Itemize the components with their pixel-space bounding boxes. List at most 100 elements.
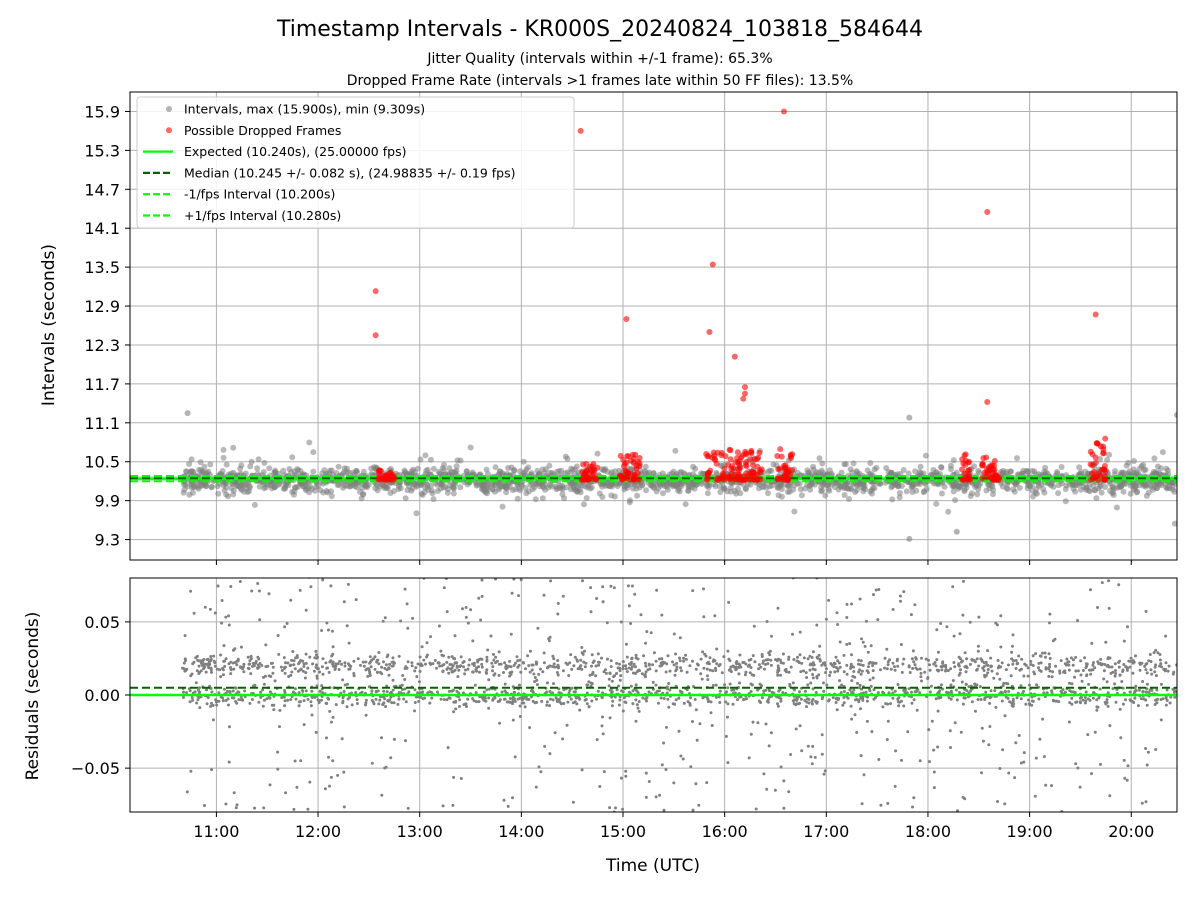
residual-point bbox=[546, 681, 549, 684]
residual-point bbox=[554, 731, 557, 734]
interval-point bbox=[1163, 484, 1169, 490]
residual-point bbox=[595, 597, 598, 600]
residual-point bbox=[262, 806, 265, 809]
y-tick-label: 14.7 bbox=[84, 180, 120, 199]
residual-point bbox=[332, 661, 335, 664]
residual-point bbox=[852, 670, 855, 673]
residual-point bbox=[376, 671, 379, 674]
residual-point bbox=[920, 672, 923, 675]
residual-point bbox=[487, 697, 490, 700]
dropped-frame-point bbox=[1093, 455, 1099, 461]
residual-point bbox=[679, 659, 682, 662]
residual-point bbox=[302, 665, 305, 668]
residual-point bbox=[1155, 674, 1158, 677]
residual-point bbox=[449, 663, 452, 666]
residual-point bbox=[549, 698, 552, 701]
residual-point bbox=[934, 661, 937, 664]
residual-point bbox=[761, 662, 764, 665]
y-tick-label: 11.7 bbox=[84, 375, 120, 394]
residual-point bbox=[214, 698, 217, 701]
residual-point bbox=[1089, 673, 1092, 676]
residual-point bbox=[522, 702, 525, 705]
residual-point bbox=[419, 670, 422, 673]
residual-point bbox=[1027, 666, 1030, 669]
residual-point bbox=[1145, 610, 1148, 613]
residual-point bbox=[1054, 700, 1057, 703]
residual-point bbox=[999, 646, 1002, 649]
residual-point bbox=[589, 586, 592, 589]
residual-point bbox=[611, 700, 614, 703]
residual-point bbox=[1150, 673, 1153, 676]
residual-point bbox=[796, 656, 799, 659]
residual-point bbox=[940, 683, 943, 686]
residual-point bbox=[396, 703, 399, 706]
dropped-frame-point bbox=[376, 475, 382, 481]
residual-point bbox=[332, 716, 335, 719]
interval-point bbox=[181, 490, 187, 496]
residual-point bbox=[229, 666, 232, 669]
residual-point bbox=[1024, 703, 1027, 706]
residual-point bbox=[210, 702, 213, 705]
residual-point bbox=[885, 648, 888, 651]
residual-point bbox=[726, 650, 729, 653]
residual-point bbox=[430, 691, 433, 694]
residual-point bbox=[536, 683, 539, 686]
residual-point bbox=[1113, 682, 1116, 685]
residual-point bbox=[892, 662, 895, 665]
residual-point bbox=[1004, 714, 1007, 717]
residual-point bbox=[325, 702, 328, 705]
interval-point bbox=[511, 467, 517, 473]
residual-point bbox=[1007, 664, 1010, 667]
residual-point bbox=[219, 654, 222, 657]
residual-point bbox=[840, 691, 843, 694]
residual-point bbox=[1106, 698, 1109, 701]
interval-point bbox=[289, 454, 295, 460]
residual-point bbox=[364, 661, 367, 664]
residual-point bbox=[540, 700, 543, 703]
residual-point bbox=[331, 759, 334, 762]
residual-point bbox=[850, 653, 853, 656]
residual-point bbox=[877, 758, 880, 761]
residual-point bbox=[631, 657, 634, 660]
interval-point bbox=[872, 466, 878, 472]
interval-point bbox=[403, 495, 409, 501]
residual-point bbox=[1043, 755, 1046, 758]
residual-point bbox=[306, 808, 309, 811]
residual-point bbox=[1162, 668, 1165, 671]
interval-point bbox=[1090, 483, 1096, 489]
residual-point bbox=[435, 667, 438, 670]
residual-point bbox=[294, 760, 297, 763]
residual-point bbox=[532, 690, 535, 693]
interval-point bbox=[1110, 489, 1116, 495]
interval-point bbox=[264, 481, 270, 487]
residual-point bbox=[1120, 680, 1123, 683]
residual-point bbox=[916, 709, 919, 712]
residual-point bbox=[686, 671, 689, 674]
interval-point bbox=[957, 484, 963, 490]
residual-point bbox=[648, 780, 651, 783]
residual-point bbox=[224, 616, 227, 619]
residual-point bbox=[950, 690, 953, 693]
residual-point bbox=[351, 703, 354, 706]
interval-point bbox=[819, 488, 825, 494]
residual-point bbox=[1111, 671, 1114, 674]
residual-point bbox=[1034, 652, 1037, 655]
residual-point bbox=[725, 735, 728, 738]
residual-point bbox=[641, 697, 644, 700]
residual-point bbox=[723, 683, 726, 686]
residual-point bbox=[426, 654, 429, 657]
residual-point bbox=[674, 674, 677, 677]
residual-point bbox=[543, 661, 546, 664]
residual-point bbox=[1005, 682, 1008, 685]
dropped-frame-point bbox=[728, 456, 734, 462]
residual-point bbox=[886, 667, 889, 670]
residual-point bbox=[702, 587, 705, 590]
residual-point bbox=[678, 657, 681, 660]
residual-point bbox=[356, 698, 359, 701]
residual-point bbox=[247, 656, 250, 659]
residual-point bbox=[218, 700, 221, 703]
interval-point bbox=[717, 489, 723, 495]
residual-point bbox=[870, 730, 873, 733]
residual-point bbox=[873, 662, 876, 665]
residual-point bbox=[517, 594, 520, 597]
